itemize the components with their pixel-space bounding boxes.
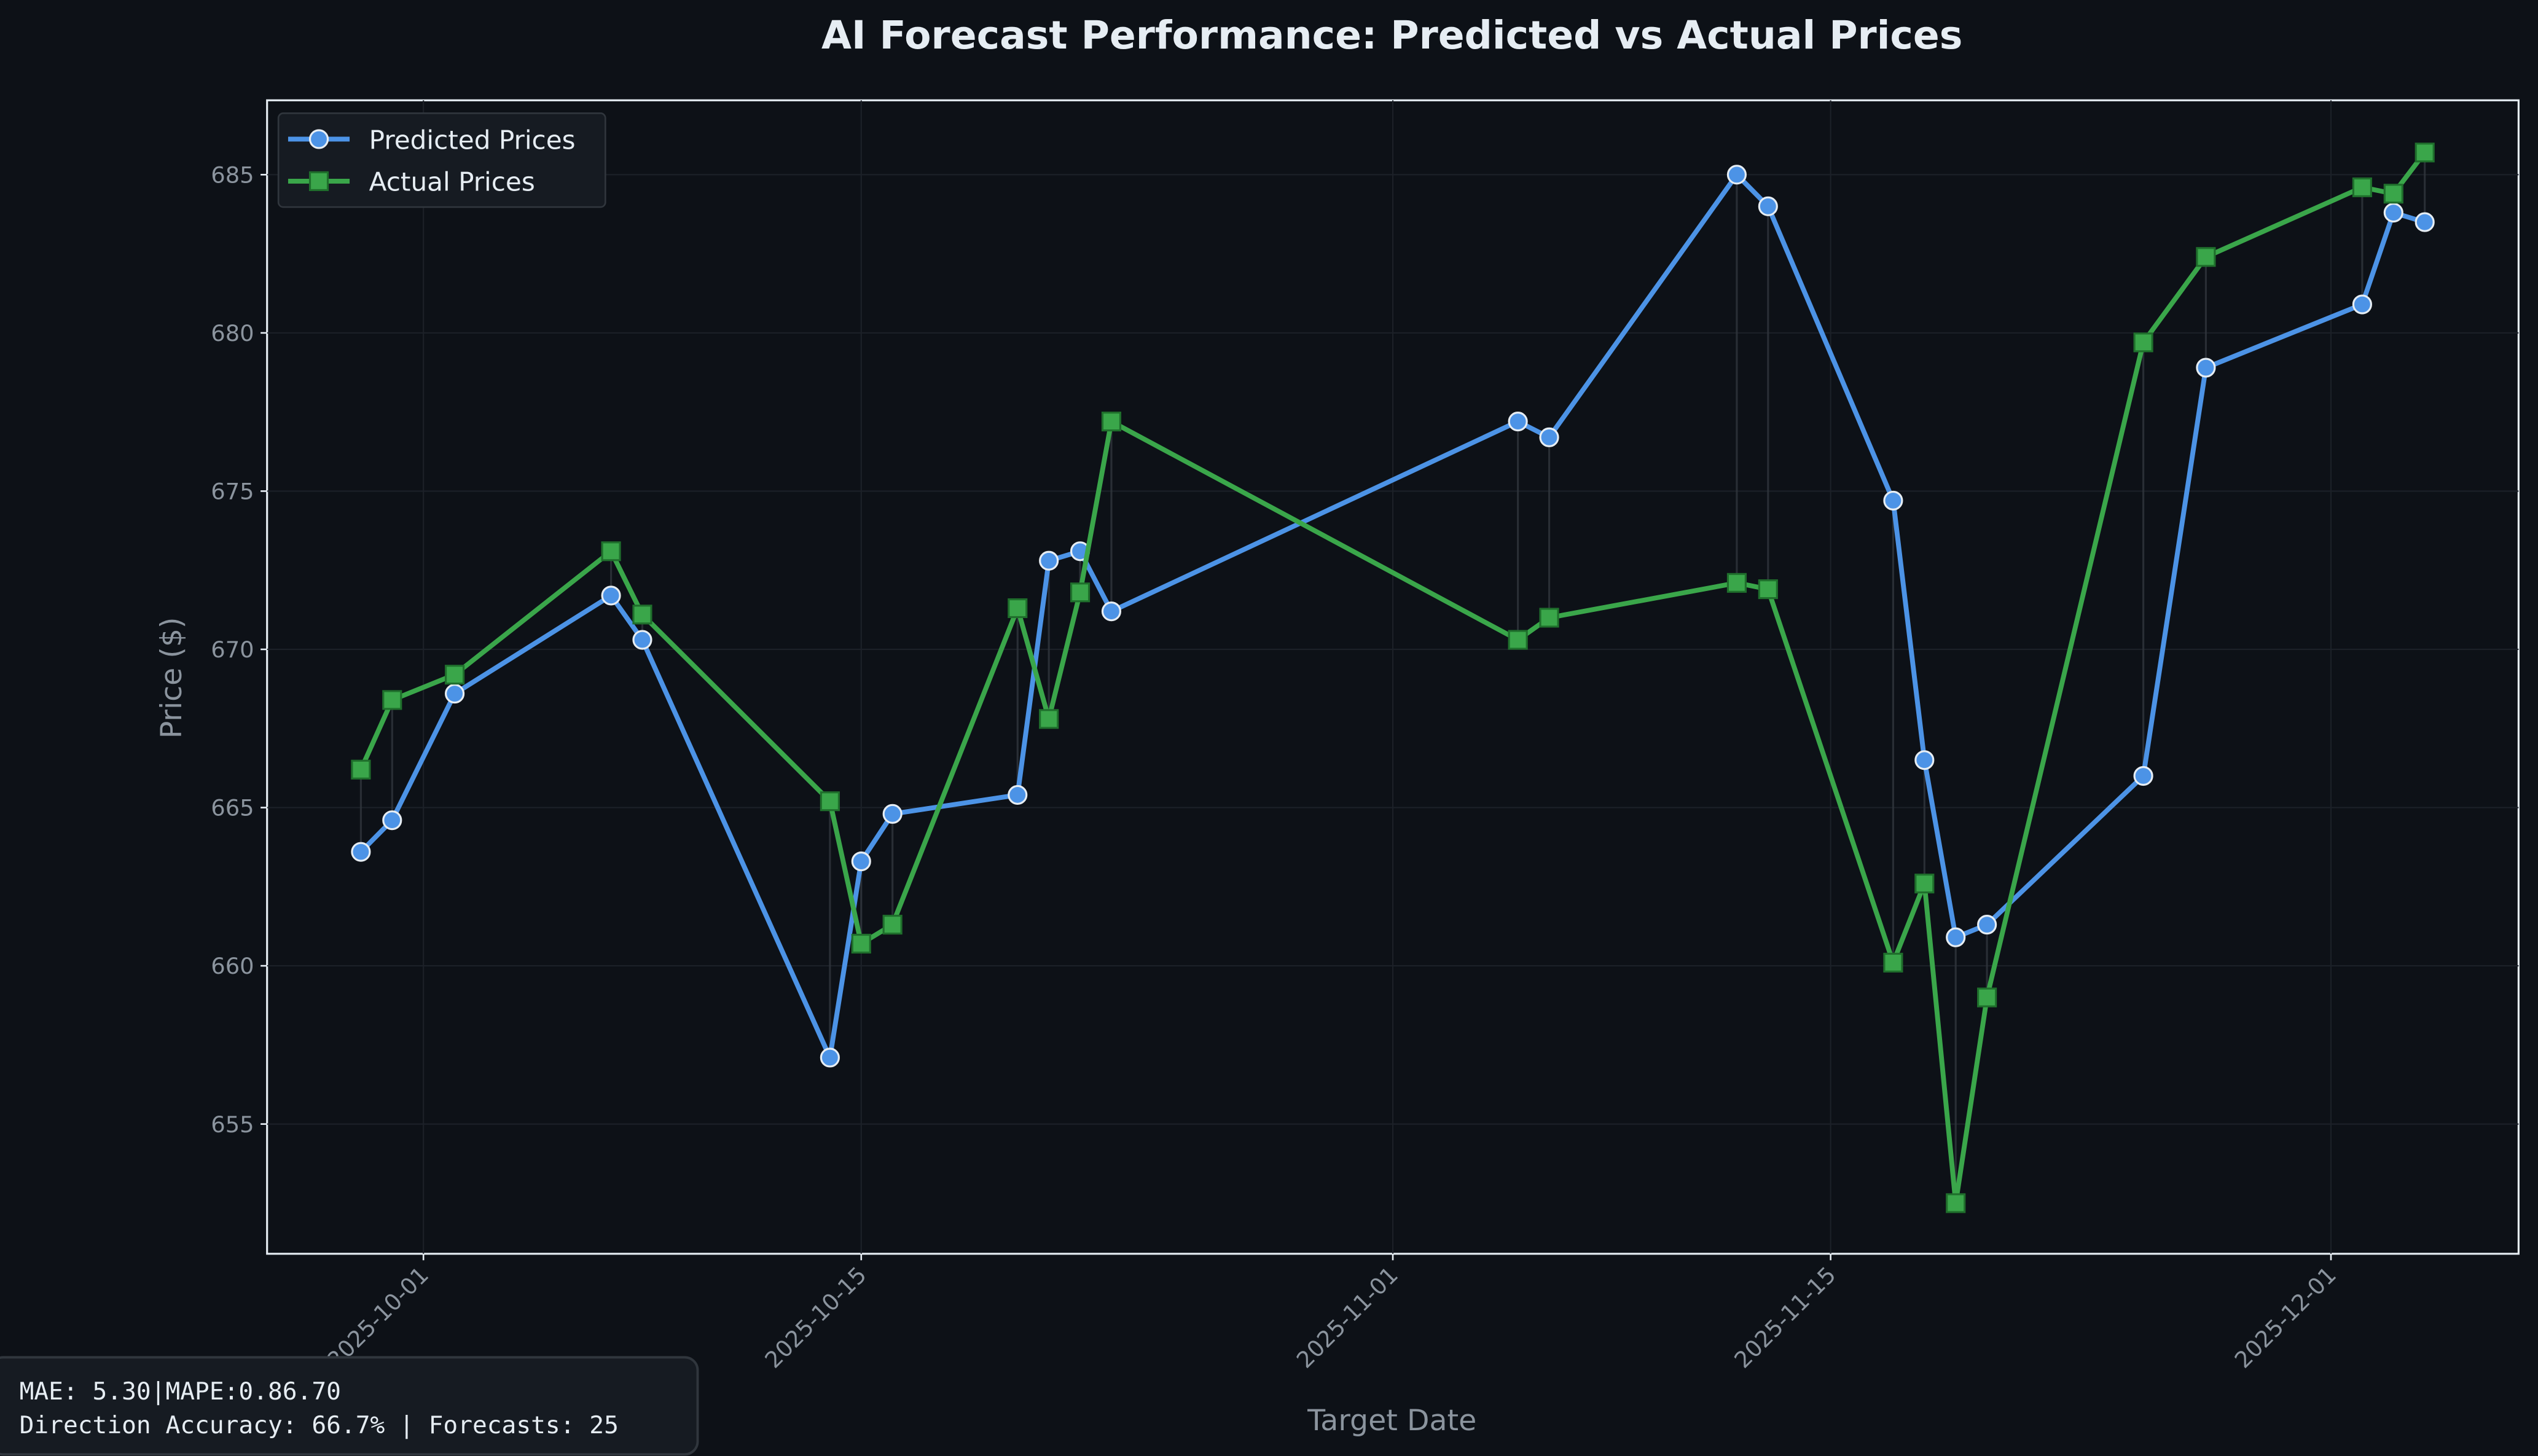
marker (1914, 874, 1935, 894)
marker (632, 605, 652, 625)
marker (851, 851, 871, 872)
y-tick-label: 675 (211, 479, 254, 505)
marker (1101, 412, 1122, 432)
marker (632, 630, 652, 650)
marker (1039, 709, 1059, 729)
marker (882, 804, 903, 824)
marker (1726, 165, 1747, 185)
marker (2133, 332, 2153, 353)
stats-line: MAE: 5.30|MAPE:0.86.70 (20, 1377, 341, 1406)
marker (601, 585, 621, 606)
marker (382, 810, 402, 831)
marker (1914, 750, 1935, 770)
marker (1726, 573, 1747, 593)
legend-label: Actual Prices (369, 167, 535, 197)
marker (445, 665, 465, 685)
stats-box: MAE: 5.30|MAPE:0.86.70 Direction Accurac… (0, 1356, 699, 1456)
legend-label: Predicted Prices (369, 125, 576, 155)
y-tick-label: 670 (211, 636, 254, 663)
marker (1101, 601, 1122, 622)
marker (2383, 184, 2403, 204)
marker (1977, 915, 1997, 935)
marker (308, 129, 329, 149)
marker (820, 1047, 840, 1068)
y-tick-label: 660 (211, 953, 254, 979)
marker (1946, 927, 1966, 947)
marker (1070, 582, 1091, 603)
y-axis-label: Price ($) (155, 617, 189, 738)
marker (2196, 358, 2216, 378)
marker (882, 915, 903, 935)
marker (2415, 212, 2435, 232)
marker (351, 759, 371, 780)
marker (1758, 196, 1778, 216)
marker (1539, 608, 1559, 628)
marker (601, 541, 621, 562)
marker (351, 842, 371, 862)
stats-line: Direction Accuracy: 66.7% | Forecasts: 2… (20, 1411, 619, 1439)
marker (2196, 247, 2216, 267)
marker (2352, 177, 2372, 197)
marker (1883, 490, 1903, 511)
marker (1508, 412, 1528, 432)
marker (2415, 143, 2435, 163)
y-tick-label: 685 (211, 162, 254, 188)
marker (851, 933, 871, 954)
marks (351, 143, 2435, 1213)
y-tick-label: 680 (211, 320, 254, 346)
marker (1008, 785, 1028, 805)
marker (2383, 203, 2403, 223)
marker (1883, 952, 1903, 973)
legend-box (277, 112, 606, 208)
marker (1508, 630, 1528, 650)
y-tick-label: 655 (211, 1111, 254, 1138)
y-tick-label: 665 (211, 795, 254, 821)
marker (1039, 550, 1059, 571)
marker (2133, 765, 2153, 786)
marker (382, 690, 402, 710)
marker (1539, 427, 1559, 447)
x-axis-label: Target Date (1307, 1404, 1476, 1438)
marker (1946, 1193, 1966, 1213)
marker (1758, 579, 1778, 600)
marker (820, 791, 840, 812)
chart-title: AI Forecast Performance: Predicted vs Ac… (821, 12, 1962, 58)
marker (308, 171, 329, 191)
marker (1008, 598, 1028, 619)
legend: Predicted Prices Actual Prices (277, 112, 606, 208)
marker (445, 684, 465, 704)
marker (2352, 294, 2372, 315)
stats-background (0, 1356, 699, 1456)
marker (1977, 987, 1997, 1008)
